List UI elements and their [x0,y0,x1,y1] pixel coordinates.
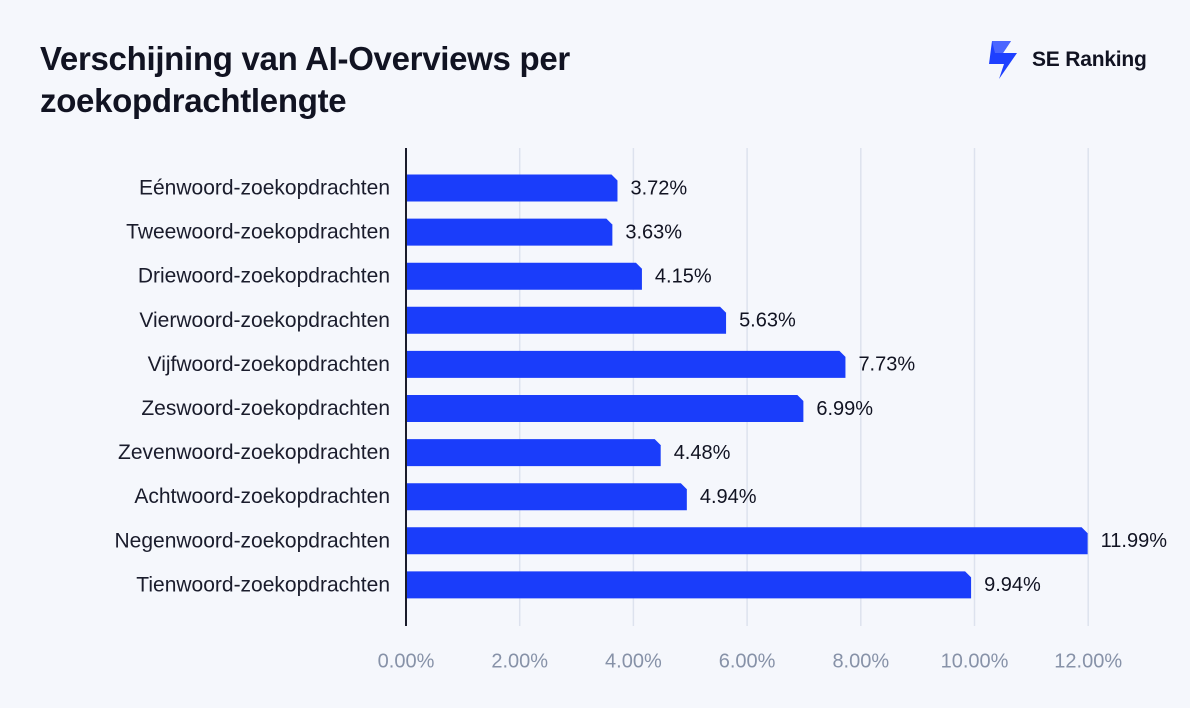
x-axis-tick-labels: 0.00% 2.00% 4.00% 6.00% 8.00% 10.00% 12.00% [378,650,1123,672]
value-label: 4.94% [700,486,757,508]
category-label: Vierwoord-zoekopdrachten [139,309,390,332]
chart-title: Verschijning van AI-Overviews per zoekop… [40,40,570,119]
bar [406,527,1088,555]
value-label: 7.73% [858,354,915,376]
bar [406,262,642,290]
x-tick-label: 2.00% [491,650,548,672]
category-label: Driewoord-zoekopdrachten [138,265,390,288]
category-label: Vijfwoord-zoekopdrachten [148,353,390,376]
value-label: 3.72% [630,177,687,199]
value-label: 5.63% [739,310,796,332]
x-tick-label: 12.00% [1054,650,1122,672]
x-tick-label: 4.00% [605,650,662,672]
bar [406,439,661,467]
x-tick-label: 0.00% [378,650,435,672]
category-labels: Eénwoord-zoekopdrachten Tweewoord-zoekopd… [114,177,390,597]
bar [406,306,727,334]
category-label: Eénwoord-zoekopdrachten [139,177,390,200]
value-label: 11.99% [1101,530,1168,552]
x-tick-label: 10.00% [941,650,1009,672]
category-label: Negenwoord-zoekopdrachten [114,529,390,552]
bar [406,395,804,422]
category-label: Tienwoord-zoekopdrachten [136,573,390,596]
value-label: 4.15% [655,265,712,287]
x-tick-label: 8.00% [832,650,889,672]
category-label: Tweewoord-zoekopdrachten [126,221,390,244]
x-tick-label: 6.00% [719,650,776,672]
bar [406,174,618,202]
brand-name: SE Ranking [1032,48,1147,71]
bar [406,218,613,246]
value-label: 4.48% [674,442,731,464]
category-label: Achtwoord-zoekopdrachten [134,485,390,508]
se-ranking-logo-icon [989,41,1017,79]
category-label: Zeswoord-zoekopdrachten [141,397,390,420]
bar [406,350,846,378]
brand-logo: SE Ranking [986,40,1147,80]
value-labels: 3.72% 3.63% 4.15% 5.63% 7.73% 6.99% 4.48% 4.94%… [625,177,1167,596]
bar [406,483,687,511]
category-label: Zevenwoord-zoekopdrachten [118,441,390,464]
value-label: 6.99% [816,398,873,420]
bars [406,174,1088,599]
value-label: 3.63% [625,221,682,243]
bar [406,571,972,599]
value-label: 9.94% [984,574,1041,596]
